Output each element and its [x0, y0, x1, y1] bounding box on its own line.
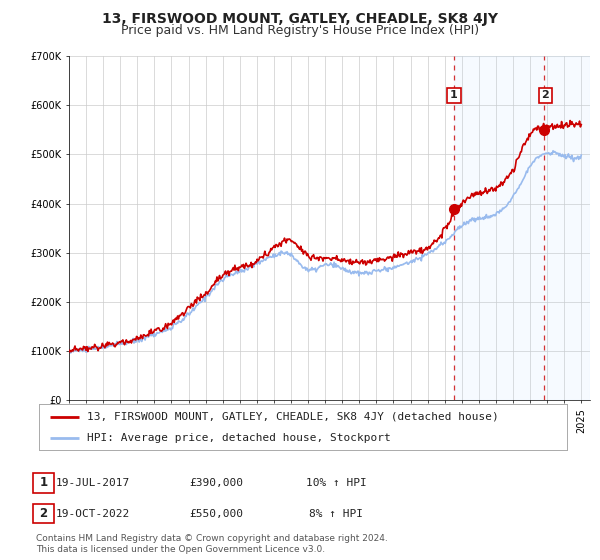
- Text: 19-JUL-2017: 19-JUL-2017: [56, 478, 130, 488]
- Text: 2: 2: [542, 90, 549, 100]
- Text: HPI: Average price, detached house, Stockport: HPI: Average price, detached house, Stoc…: [86, 433, 390, 443]
- Text: 10% ↑ HPI: 10% ↑ HPI: [305, 478, 367, 488]
- Text: 2: 2: [40, 507, 47, 520]
- Text: £390,000: £390,000: [189, 478, 243, 488]
- Text: £550,000: £550,000: [189, 508, 243, 519]
- Text: 13, FIRSWOOD MOUNT, GATLEY, CHEADLE, SK8 4JY (detached house): 13, FIRSWOOD MOUNT, GATLEY, CHEADLE, SK8…: [86, 412, 498, 422]
- Text: This data is licensed under the Open Government Licence v3.0.: This data is licensed under the Open Gov…: [36, 545, 325, 554]
- Text: 1: 1: [450, 90, 458, 100]
- Text: 1: 1: [40, 476, 47, 489]
- Text: Contains HM Land Registry data © Crown copyright and database right 2024.: Contains HM Land Registry data © Crown c…: [36, 534, 388, 543]
- Text: 19-OCT-2022: 19-OCT-2022: [56, 508, 130, 519]
- Text: 13, FIRSWOOD MOUNT, GATLEY, CHEADLE, SK8 4JY: 13, FIRSWOOD MOUNT, GATLEY, CHEADLE, SK8…: [102, 12, 498, 26]
- Text: Price paid vs. HM Land Registry's House Price Index (HPI): Price paid vs. HM Land Registry's House …: [121, 24, 479, 36]
- Text: 8% ↑ HPI: 8% ↑ HPI: [309, 508, 363, 519]
- Bar: [454, 56, 590, 400]
